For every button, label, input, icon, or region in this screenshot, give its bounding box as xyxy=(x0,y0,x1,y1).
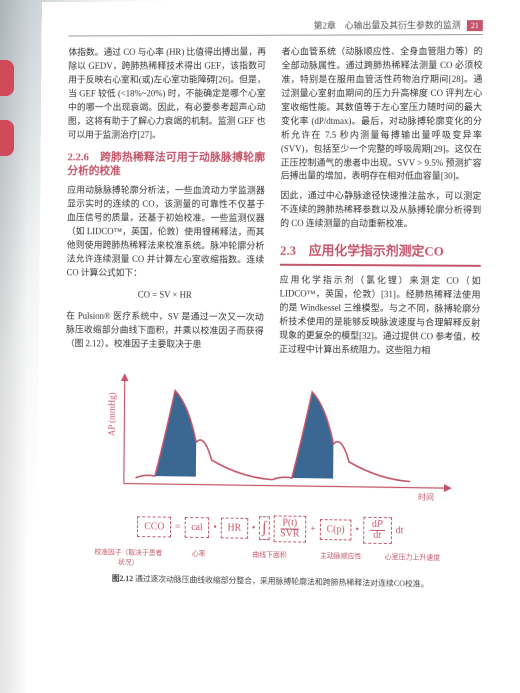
book-spine-shadow xyxy=(0,0,28,693)
equation-labels: 校准因子（取决于患者状况） 心率 曲线下面积 主动脉顺应性 心室压力上升速度 xyxy=(93,547,448,573)
eq-frac-bot: SVR xyxy=(280,529,299,539)
eq-dpdt: dP dt xyxy=(363,517,392,544)
section-heading-main: 2.3 应用化学指示剂测定CO xyxy=(280,241,481,267)
figure-2-12: AP (mmHg) 时间 CCO = cal • HR • ∫ P(t) SVR … xyxy=(64,367,480,591)
body-text: 体指数。通过 CO 与心率 (HR) 比值得出搏出量，再除以 GEDV，跨肺热稀… xyxy=(68,46,266,143)
section-heading: 2.2.6 跨肺热稀释法可用于动脉脉搏轮廓分析的校准 xyxy=(67,150,265,179)
svg-text:时间: 时间 xyxy=(418,492,434,502)
page-header: 第2章 心输出量及其衍生参数的监测 21 xyxy=(69,18,483,36)
figure-caption: 图2.12 通过逐次动脉压曲线收缩部分整合，采用脉搏轮廓法和跨肺热稀释法对连续C… xyxy=(64,572,478,590)
book-page: 第2章 心输出量及其衍生参数的监测 21 体指数。通过 CO 与心率 (HR) … xyxy=(36,0,511,693)
body-text: 者心血管系统（动脉顺应性、全身血管阻力等）的全部动脉属性。通过跨肺热稀释法测量 … xyxy=(281,45,483,184)
eq-dot: • xyxy=(355,525,359,536)
page-number: 21 xyxy=(467,20,483,31)
figure-number: 图2.12 xyxy=(112,574,133,583)
svg-text:AP (mmHg): AP (mmHg) xyxy=(107,392,117,436)
eq-dt: dt xyxy=(396,525,404,536)
eq-cp: C(p) xyxy=(320,519,352,540)
cco-equation: CCO = cal • HR • ∫ P(t) SVR + C(p) • dP … xyxy=(64,512,478,545)
body-text: 因此，通过中心静脉途径快速推注盐水，可以测定不连续的跨肺热稀释参数以及从脉搏轮廓… xyxy=(280,190,481,232)
body-text: 应用动脉脉搏轮廓分析法，一些血流动力学监测器显示实时的连续的 CO，该测量的可靠… xyxy=(67,184,265,281)
eq-equals: = xyxy=(175,522,181,533)
figure-caption-text: 通过逐次动脉压曲线收缩部分整合，采用脉搏轮廓法和跨肺热稀释法对连续CO校准。 xyxy=(135,574,429,588)
arterial-pressure-chart: AP (mmHg) 时间 xyxy=(103,367,460,510)
body-text: 在 Pulsion® 医疗系统中，SV 是通过一次又一次动脉压收缩部分曲线下面积… xyxy=(66,309,264,352)
eq-cco: CCO xyxy=(137,516,171,537)
right-column: 者心血管系统（动脉顺应性、全身血管阻力等）的全部动脉属性。通过跨肺热稀释法测量 … xyxy=(279,45,483,359)
eq-plus: + xyxy=(310,524,316,535)
eq-label: 主动脉顺应性 xyxy=(305,551,377,572)
eq-integral: ∫ xyxy=(259,517,269,541)
eq-dot: • xyxy=(213,522,217,533)
left-column: 体指数。通过 CO 与心率 (HR) 比值得出搏出量，再除以 GEDV，跨肺热稀… xyxy=(66,46,266,357)
eq-label: 校准因子（取决于患者状况） xyxy=(93,547,163,568)
eq-label: 心率 xyxy=(163,548,234,569)
eq-label: 曲线下面积 xyxy=(234,549,305,570)
eq-hr: HR xyxy=(221,517,248,538)
side-tab xyxy=(0,60,14,96)
eq-cal: cal xyxy=(184,517,209,538)
formula: CO = SV × HR xyxy=(66,288,264,303)
chapter-title: 第2章 心输出量及其衍生参数的监测 xyxy=(314,20,461,31)
eq-dot: • xyxy=(252,523,256,534)
text-columns: 体指数。通过 CO 与心率 (HR) 比值得出搏出量，再除以 GEDV，跨肺热稀… xyxy=(66,45,483,359)
side-tab xyxy=(0,120,14,156)
eq-label: 心室压力上升速度 xyxy=(376,552,448,573)
eq-fraction: P(t) SVR xyxy=(273,515,306,542)
body-text: 应用化学指示剂（氯化锂）来测定 CO（如 LIDCO™，英国，伦敦）[31]。经… xyxy=(279,274,481,359)
